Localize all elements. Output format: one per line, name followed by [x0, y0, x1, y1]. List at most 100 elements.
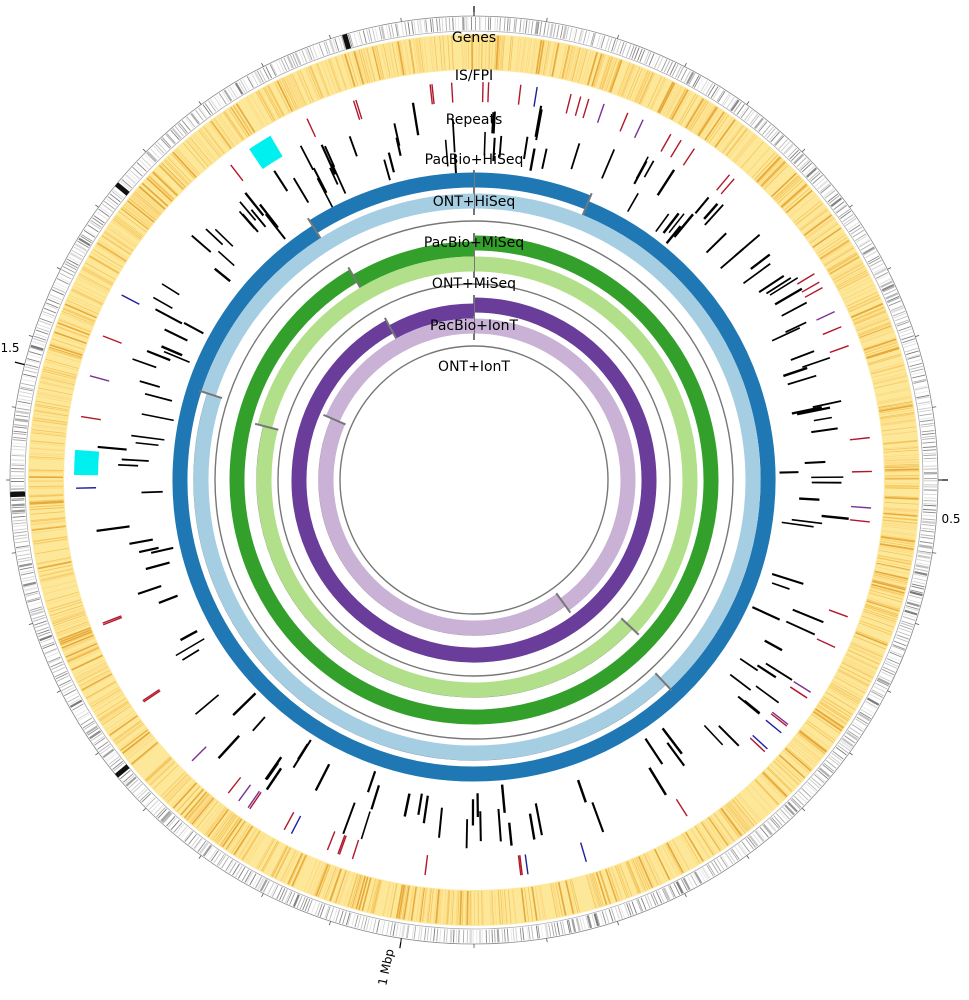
- gene-mark: [32, 424, 67, 430]
- karyotype-stripe: [289, 892, 296, 905]
- gene-mark: [665, 843, 683, 874]
- karyotype-stripe: [11, 506, 25, 509]
- repeat-mark: [703, 724, 724, 746]
- gene-mark: [365, 48, 375, 82]
- repeat-mark: [739, 657, 759, 672]
- gene-mark: [884, 454, 919, 457]
- gene-mark: [725, 128, 748, 156]
- gene-mark: [250, 94, 269, 125]
- gene-mark: [828, 254, 859, 273]
- gene-mark: [191, 797, 215, 825]
- gene-mark: [66, 645, 99, 661]
- karyotype-stripe: [15, 414, 29, 418]
- gene-mark: [682, 833, 701, 864]
- karyotype-stripe: [913, 573, 927, 578]
- repeat-mark: [259, 203, 279, 229]
- karyotype-stripe: [816, 179, 829, 191]
- gene-mark: [883, 519, 917, 524]
- gene-mark: [799, 207, 827, 230]
- karyotype-stripe: [831, 752, 843, 762]
- karyotype-stripe: [188, 833, 197, 845]
- gene-mark: [41, 374, 75, 384]
- gene-mark: [39, 382, 74, 391]
- karyotype-stripe: [717, 90, 726, 103]
- karyotype-stripe: [669, 63, 677, 76]
- karyotype-stripe: [283, 57, 290, 70]
- karyotype-stripe: [855, 718, 867, 727]
- karyotype-stripe: [281, 889, 288, 902]
- gene-mark: [855, 631, 888, 647]
- gene-mark: [829, 256, 860, 275]
- assembly-rings: [172, 170, 776, 782]
- karyotype-stripe: [692, 872, 700, 885]
- gene-mark: [73, 285, 105, 302]
- karyotype-stripe: [791, 798, 802, 808]
- gene-mark: [283, 851, 299, 883]
- karyotype-dark-band: [114, 764, 130, 778]
- gene-mark: [281, 850, 297, 882]
- karyotype-stripe: [78, 237, 91, 247]
- karyotype-stripe: [386, 921, 390, 935]
- is-element-mark: [89, 375, 110, 382]
- gene-mark: [149, 761, 176, 786]
- gene-mark: [52, 610, 85, 623]
- gene-mark: [780, 183, 808, 208]
- gene-mark: [862, 612, 896, 625]
- gene-mark: [362, 48, 372, 83]
- gene-mark: [881, 529, 916, 535]
- gene-mark: [33, 417, 68, 423]
- karyotype-stripe: [46, 302, 59, 309]
- gene-mark: [883, 511, 918, 515]
- gene-mark: [344, 53, 356, 87]
- gene-ring-base: [28, 34, 920, 926]
- repeat-mark: [644, 738, 664, 765]
- repeat-mark: [183, 322, 204, 335]
- karyotype-stripe: [19, 391, 33, 395]
- karyotype-stripe: [512, 928, 515, 942]
- gene-mark: [796, 734, 824, 757]
- repeat-mark: [214, 228, 234, 247]
- gene-mark: [764, 164, 789, 190]
- repeat-mark: [694, 196, 710, 214]
- gene-mark: [877, 397, 912, 405]
- gene-mark: [315, 863, 329, 897]
- gene-mark: [465, 890, 467, 925]
- gene-mark: [129, 198, 157, 221]
- gene-mark: [759, 159, 784, 185]
- karyotype-stripe: [98, 208, 110, 218]
- karyotype-stripe: [713, 860, 722, 872]
- gene-mark: [37, 392, 71, 401]
- gene-mark: [694, 826, 714, 856]
- karyotype-stripe: [44, 649, 58, 655]
- gene-mark: [112, 720, 142, 741]
- tick-minor: [328, 921, 332, 926]
- gene-mark: [872, 580, 906, 591]
- assembly-segment-2-0: [229, 235, 719, 725]
- gene-mark: [625, 861, 640, 894]
- gene-mark: [145, 757, 172, 781]
- fpi-island-box: [249, 135, 283, 170]
- is-element-mark: [822, 326, 842, 336]
- gene-mark: [823, 695, 853, 715]
- gene-mark: [37, 393, 71, 401]
- gene-mark: [807, 720, 836, 741]
- karyotype-stripe: [889, 651, 902, 658]
- gene-mark: [487, 35, 490, 70]
- karyotype-stripe: [877, 677, 890, 686]
- karyotype-stripe: [655, 891, 663, 904]
- is-element-mark: [716, 174, 731, 191]
- karyotype-stripe: [903, 343, 917, 348]
- gene-mark: [816, 706, 846, 726]
- karyotype-stripe: [33, 335, 47, 341]
- karyotype-stripe: [876, 273, 889, 281]
- karyotype-stripe: [621, 42, 627, 56]
- karyotype-stripe: [661, 888, 669, 901]
- gene-mark: [861, 615, 895, 628]
- karyotype-stripe: [246, 76, 254, 88]
- karyotype-stripe: [616, 40, 622, 54]
- gene-mark: [880, 538, 915, 544]
- gene-mark: [535, 886, 542, 921]
- karyotype-stripe: [125, 173, 137, 185]
- karyotype-stripe: [920, 422, 934, 426]
- karyotype-stripe: [519, 927, 522, 941]
